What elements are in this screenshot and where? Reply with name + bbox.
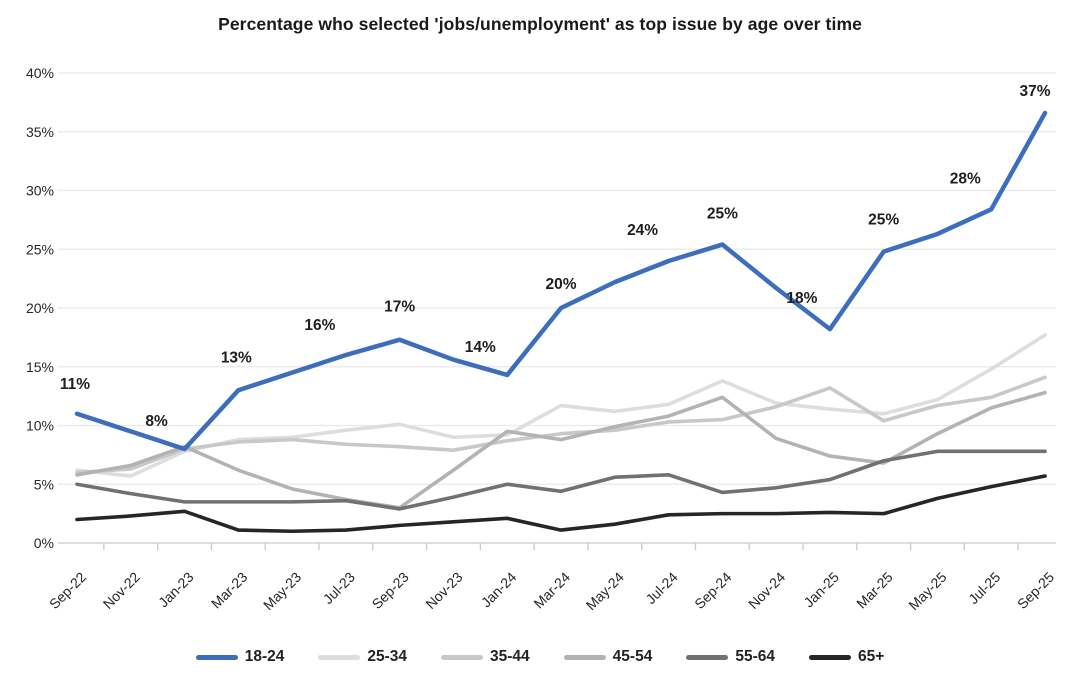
series-line-55-64 [75,449,1047,511]
y-axis-tick-label: 15% [26,359,54,375]
data-label-18-24-Jul-23: 16% [304,317,335,334]
y-axis-tick-label: 25% [26,241,54,257]
legend-swatch-45-54 [563,654,606,660]
legend-label: 55-64 [735,648,775,665]
y-axis-tick-label: 40% [26,65,54,81]
y-axis-tick-label: 5% [34,476,54,492]
legend-item-45-54: 45-54 [563,648,653,666]
x-axis-tick-label: Jan-25 [800,569,842,611]
y-axis-tick-label: 0% [34,535,54,551]
chart-legend: 18-24 25-34 35-44 45-54 55-64 65+ [0,648,1080,666]
x-axis-tick-label: May-24 [583,569,627,613]
y-axis-tick-label: 20% [26,300,54,316]
data-label-18-24-Mar-24: 20% [546,276,577,293]
x-axis-tick-label: Sep-23 [369,569,412,612]
y-axis-tick-label: 10% [26,418,54,434]
x-axis-tick-label: Sep-22 [46,569,89,612]
x-axis-tick-label: May-23 [260,569,304,613]
x-axis-tick-label: Jul-24 [642,569,680,607]
legend-item-55-64: 55-64 [686,648,775,666]
chart-title: Percentage who selected 'jobs/unemployme… [218,14,862,34]
series-line-65+ [75,474,1047,534]
data-label-18-24-Sep-24: 25% [707,206,738,223]
legend-item-18-24: 18-24 [195,648,285,666]
y-axis-tick-label: 30% [26,183,54,199]
x-axis-tick-label: Mar-23 [208,569,251,612]
x-axis-tick-label: Mar-24 [530,569,573,612]
plot-svg: 0% 5% 10% 15% 20% 25% 30% 35% 40% Sep-22 Nov-22 Jan… [26,65,1057,613]
legend-label: 45-54 [612,648,653,665]
data-label-18-24-Sep-23: 17% [384,299,415,316]
x-axis-tick-label: Nov-23 [422,569,465,612]
legend-label: 35-44 [490,648,530,665]
data-label-18-24-Jan-23: 8% [145,413,168,430]
legend-swatch-35-44 [441,654,484,660]
legend-item-35-44: 35-44 [441,648,530,666]
legend-swatch-18-24 [195,654,238,660]
data-label-18-24-Jan-24: 14% [465,339,496,356]
legend-item-25-34: 25-34 [318,648,407,666]
x-axis-tick-label: Jul-23 [320,569,358,607]
x-axis-tick-label: Nov-24 [745,569,788,612]
series-line-35-44 [75,375,1047,475]
data-label-18-24-Jul-24: 24% [627,222,658,239]
x-axis-tick-label: Sep-25 [1014,569,1057,612]
legend-swatch-65+ [808,654,851,660]
data-label-18-24-Sep-25: 37% [1020,83,1051,100]
x-axis-tick-label: Jan-23 [155,569,197,611]
data-label-18-24-Mar-23: 13% [221,349,252,366]
data-label-18-24-Jan-25: 18% [786,290,817,307]
x-axis-tick-label: Nov-22 [100,569,143,612]
y-axis-tick-label: 35% [26,124,54,140]
series-line-45-54 [75,390,1047,510]
x-axis-tick-label: May-25 [905,569,949,613]
data-label-18-24-Jul-25: 28% [950,170,981,187]
legend-swatch-25-34 [318,654,361,660]
x-axis-tick-label: Jan-24 [478,569,520,611]
data-label-18-24-Mar-25: 25% [868,212,899,229]
legend-item-65+: 65+ [808,648,885,666]
legend-swatch-55-64 [686,654,729,660]
legend-label: 18-24 [244,648,285,665]
legend-label: 65+ [857,648,885,665]
series-line-25-34 [75,333,1047,478]
x-axis-tick-label: Mar-25 [853,569,896,612]
legend-label: 25-34 [367,648,408,665]
series-line-18-24 [74,110,1048,452]
x-axis-tick-label: Jul-25 [965,569,1003,607]
x-axis-tick-label: Sep-24 [691,569,734,612]
data-label-18-24-Sep-22: 11% [60,376,90,393]
